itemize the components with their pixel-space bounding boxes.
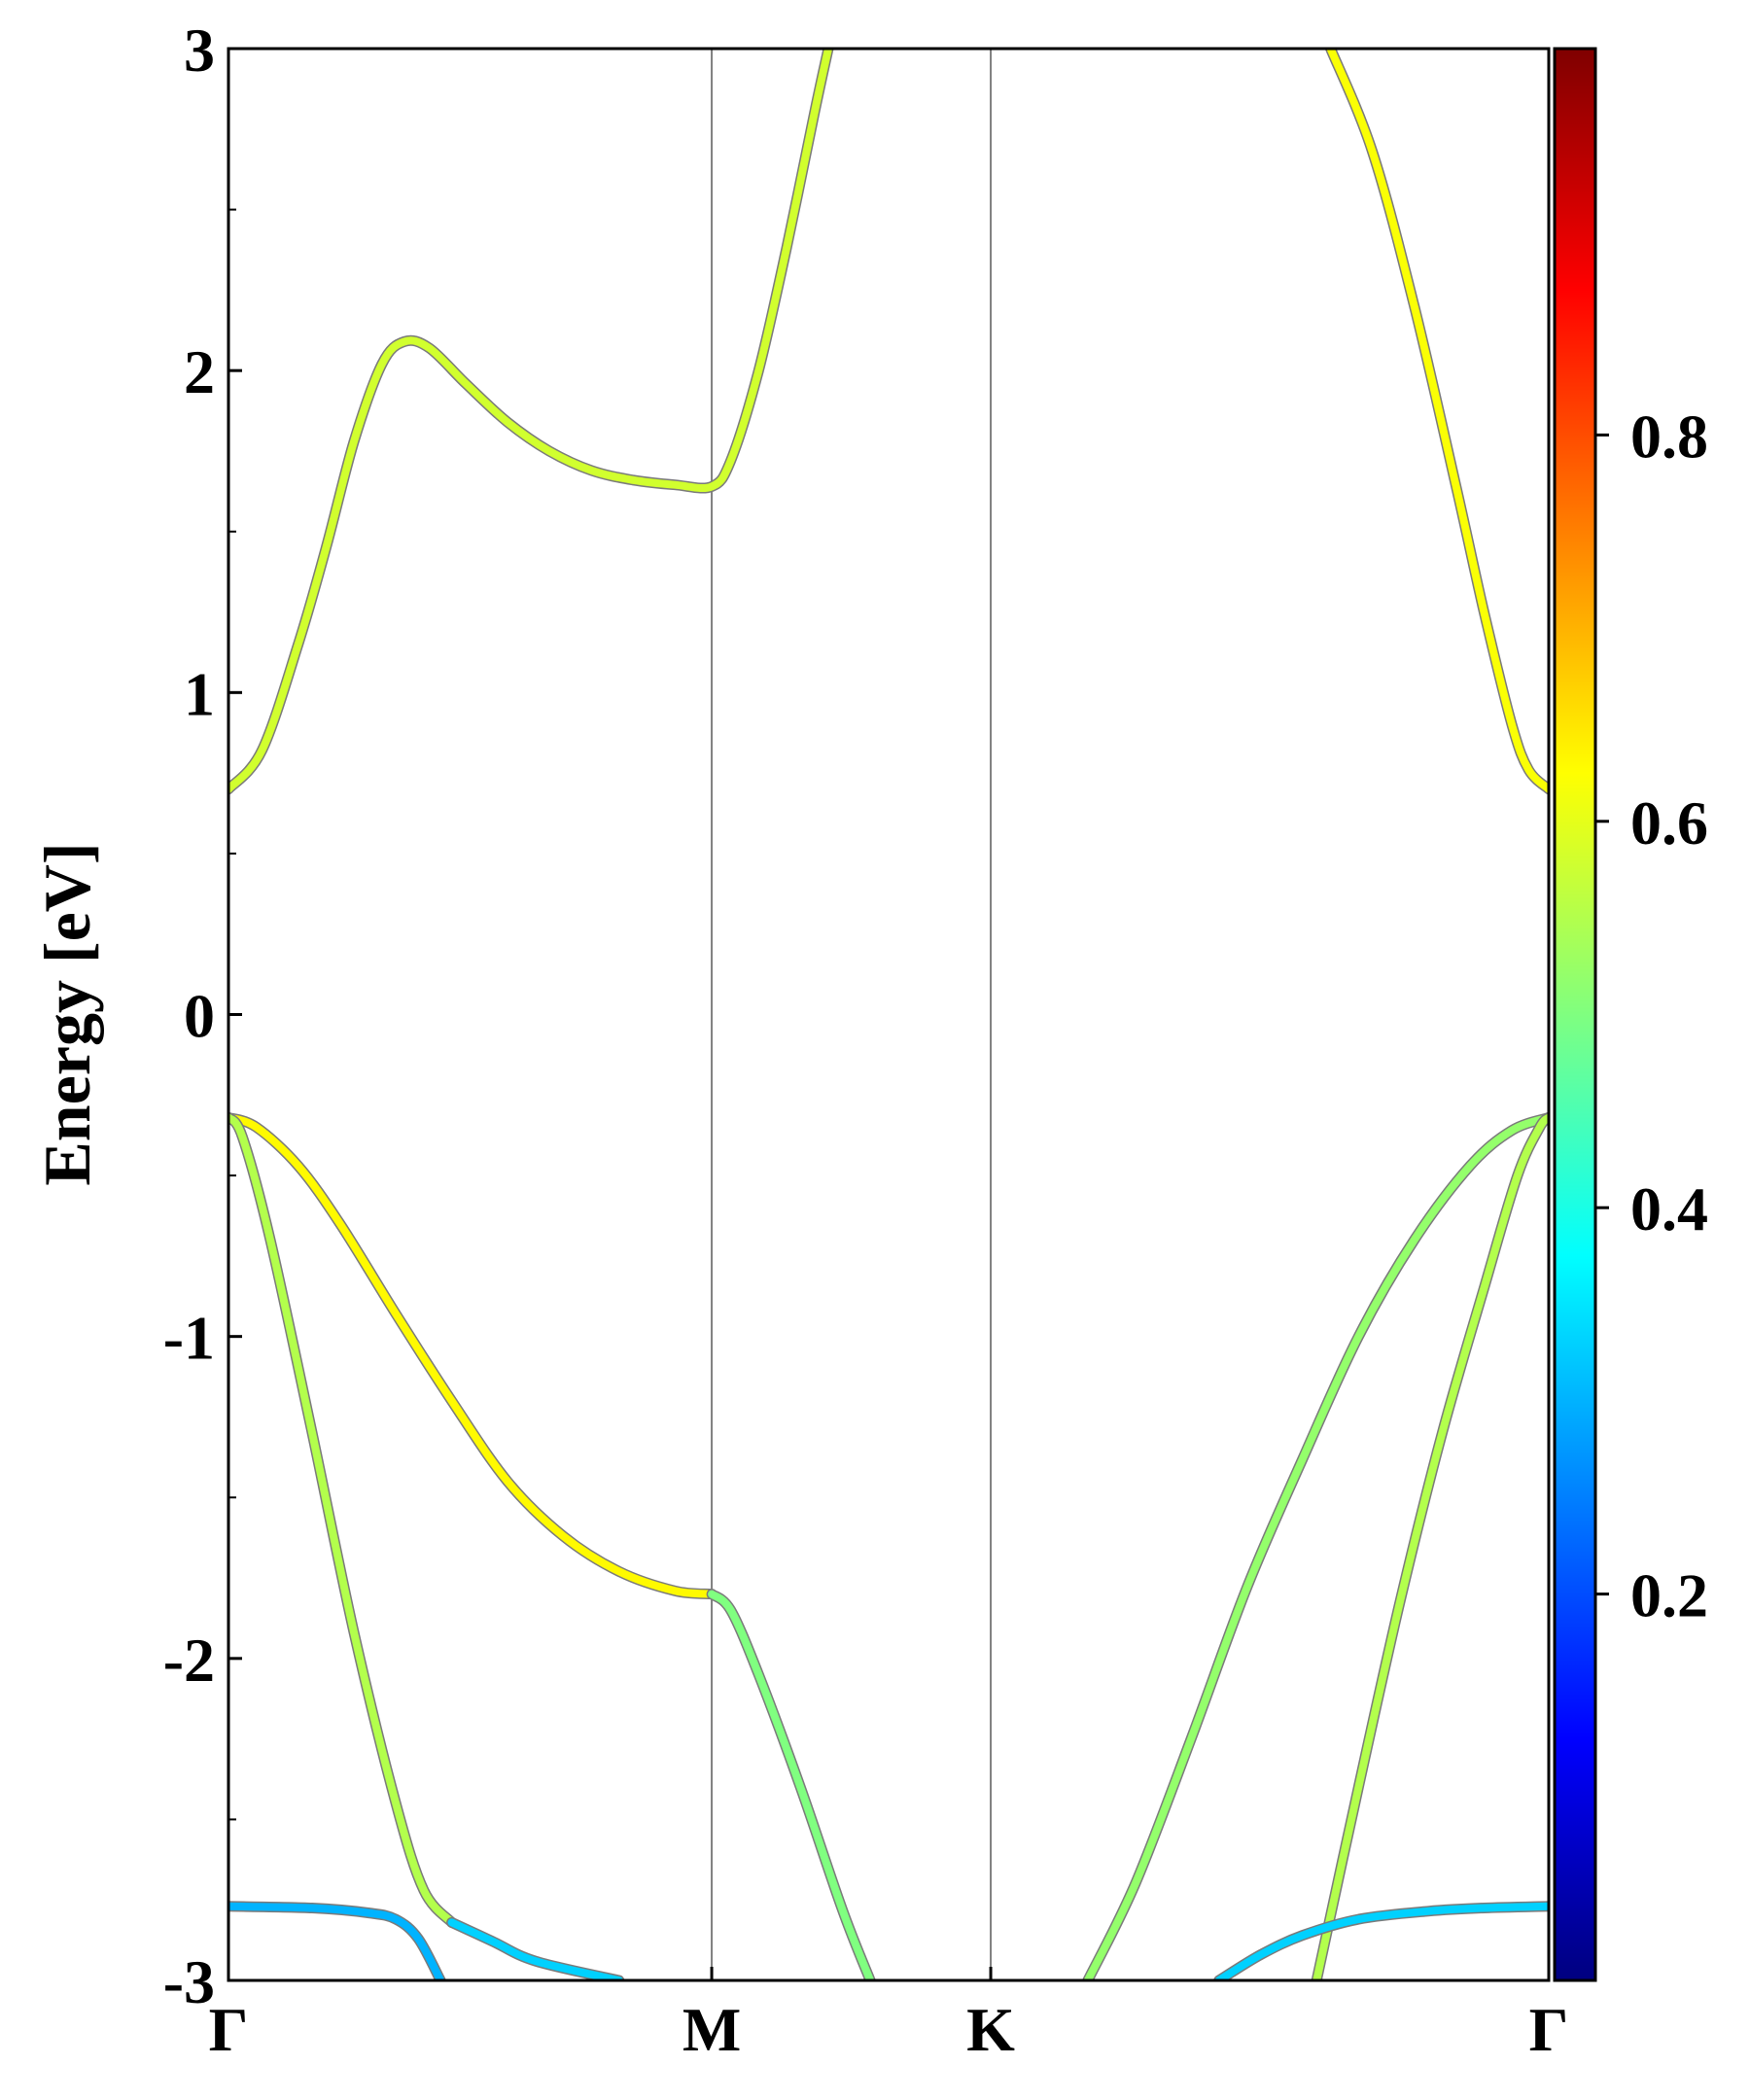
band-outline	[228, 49, 834, 795]
band-outline	[1082, 1112, 1549, 1980]
x-tick-label: Γ	[209, 1995, 249, 2064]
band-line	[1326, 49, 1549, 793]
band-series-2	[1325, 49, 1549, 795]
y-tick-label: 3	[184, 16, 215, 85]
band-series-7	[1311, 1112, 1549, 1980]
band-series-3	[228, 1112, 718, 1600]
y-tick-label: 2	[184, 337, 215, 406]
high-symmetry-lines	[711, 49, 993, 1980]
x-tick-label: Γ	[1529, 1995, 1569, 2064]
band-series-6	[1082, 1112, 1549, 1980]
y-tick-label: -1	[163, 1304, 215, 1373]
band-line	[1214, 1902, 1549, 1980]
band-line	[447, 1918, 623, 1980]
colorbar-tick-label: 0.2	[1630, 1561, 1708, 1630]
band-lines	[228, 49, 1549, 1980]
plot-frame	[227, 47, 1551, 1982]
y-tick-label: -2	[163, 1626, 215, 1695]
band-series-1	[228, 49, 834, 795]
y-tick-label: -3	[163, 1947, 215, 2016]
band-line	[708, 1590, 875, 1980]
band-series-9	[446, 1916, 625, 1980]
x-tick-label: M	[682, 1995, 741, 2064]
y-axis-title: Energy [eV]	[30, 842, 104, 1185]
band-outline	[228, 1112, 458, 1928]
band-outline	[1311, 1112, 1549, 1980]
colorbar-tick-label: 0.4	[1630, 1174, 1708, 1243]
band-line	[228, 1113, 717, 1598]
band-series-4	[228, 1112, 458, 1928]
colorbar-tick-label: 0.6	[1630, 788, 1708, 858]
y-tick-label: 1	[184, 659, 215, 728]
band-line	[228, 1113, 456, 1927]
x-tick-label: K	[966, 1995, 1015, 2064]
band-outline	[228, 1901, 446, 1980]
band-line	[1083, 1113, 1549, 1980]
colorbar-ticks: 0.2 0.4 0.6 0.8	[1595, 402, 1708, 1630]
band-series-8	[228, 1901, 446, 1980]
band-line	[228, 49, 832, 793]
band-series-10	[1213, 1901, 1549, 1980]
colorbar-tick-label: 0.8	[1630, 402, 1708, 471]
y-tick-label: 0	[184, 982, 215, 1051]
band-series-5	[706, 1589, 876, 1980]
band-line	[1312, 1113, 1549, 1980]
band-line	[228, 1902, 445, 1980]
y-axis-ticks: -3 -2 -1 0 1 2 3	[163, 16, 242, 2016]
colorbar	[1553, 47, 1597, 1982]
